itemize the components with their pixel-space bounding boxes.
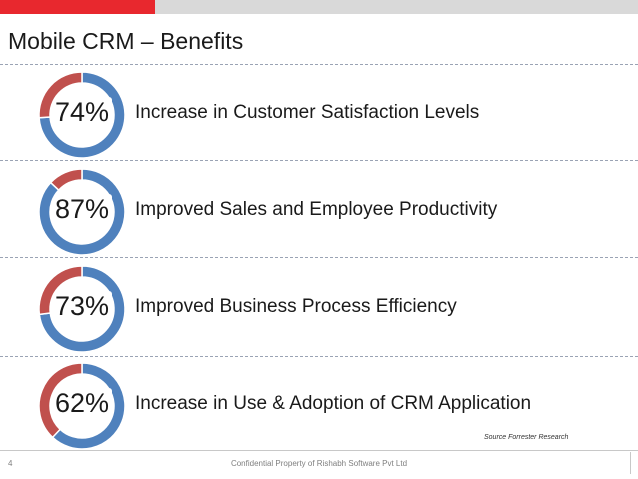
- benefit-row: 87% Improved Sales and Employee Producti…: [0, 167, 638, 257]
- percent-backdrop: [54, 194, 112, 224]
- top-accent-bar-gray: [155, 0, 638, 14]
- percent-backdrop: [54, 291, 112, 321]
- source-note: Source Forrester Research: [484, 434, 569, 441]
- donut-chart: [38, 168, 126, 256]
- percent-backdrop: [54, 97, 112, 127]
- donut-slice-remainder: [38, 362, 83, 439]
- donut-slice-remainder: [38, 265, 83, 316]
- top-accent-bar: [0, 0, 638, 14]
- donut-slice-value: [38, 168, 126, 256]
- donut-percent-label: 62%: [54, 388, 110, 418]
- divider: [0, 64, 638, 65]
- top-accent-bar-red: [0, 0, 155, 14]
- benefit-label: Improved Sales and Employee Productivity: [135, 199, 498, 220]
- donut-slice-remainder: [49, 168, 83, 192]
- footer-rule: [630, 452, 631, 474]
- benefit-row: 74% Increase in Customer Satisfaction Le…: [0, 70, 638, 160]
- benefit-row: 62% Increase in Use & Adoption of CRM Ap…: [0, 361, 638, 451]
- donut-percent-label: 74%: [54, 97, 110, 127]
- donut-slice-remainder: [38, 71, 83, 119]
- donut-chart: [38, 71, 126, 159]
- divider: [0, 356, 638, 357]
- donut-chart: [38, 265, 126, 353]
- confidential-notice: Confidential Property of Rishabh Softwar…: [230, 459, 408, 468]
- donut-slice-value: [38, 71, 126, 159]
- slide-title: Mobile CRM – Benefits: [8, 28, 244, 54]
- percent-backdrop: [54, 388, 112, 418]
- donut-percent-label: 73%: [54, 291, 110, 321]
- benefit-label: Increase in Use & Adoption of CRM Applic…: [135, 393, 532, 414]
- footer-divider: [0, 450, 638, 451]
- donut-chart: [38, 362, 126, 450]
- page-number: 4: [8, 459, 13, 468]
- benefit-label: Improved Business Process Efficiency: [135, 296, 457, 317]
- divider: [0, 257, 638, 258]
- donut-slice-value: [38, 265, 126, 353]
- benefit-row: 73% Improved Business Process Efficiency: [0, 264, 638, 354]
- divider: [0, 160, 638, 161]
- benefit-label: Increase in Customer Satisfaction Levels: [135, 102, 480, 123]
- donut-percent-label: 87%: [54, 194, 110, 224]
